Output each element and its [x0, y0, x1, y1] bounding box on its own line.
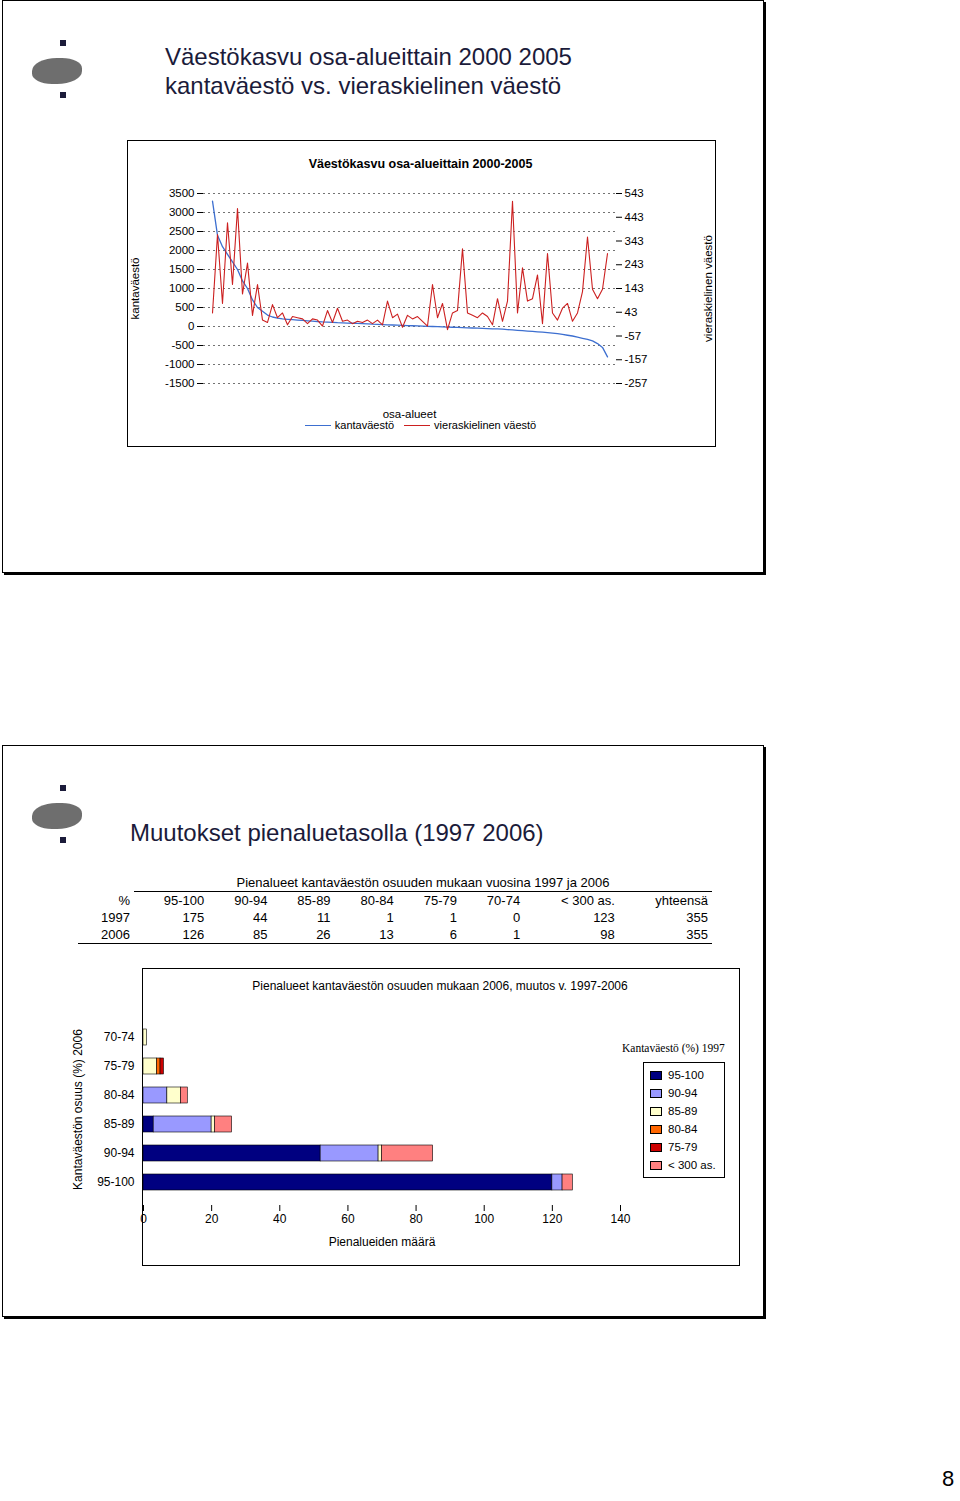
html-text:kantaväestö: kantaväestö	[334, 419, 395, 431]
html-text:6: 6	[449, 927, 457, 942]
svg-text:60: 60	[341, 1212, 355, 1226]
svg-text:95-100: 95-100	[97, 1175, 135, 1189]
html-text:< 300 as.: < 300 as.	[561, 893, 615, 908]
svg-text:osa-alueet: osa-alueet	[383, 408, 438, 420]
svg-text:90-94: 90-94	[104, 1146, 135, 1160]
svg-text:80-84: 80-84	[104, 1088, 135, 1102]
svg-text:-157: -157	[625, 353, 648, 365]
svg-text:-500: -500	[171, 339, 194, 351]
svg-text:43: 43	[625, 306, 638, 318]
svg-text:0: 0	[188, 320, 194, 332]
html-text:13: 13	[379, 927, 394, 942]
html-text:123: 123	[593, 910, 615, 925]
html-text:Pienalueet kantaväestön osuude: Pienalueet kantaväestön osuuden mukaan v…	[236, 875, 610, 890]
html-text:1: 1	[449, 910, 457, 925]
svg-text:443: 443	[625, 211, 644, 223]
svg-text:85-89: 85-89	[104, 1117, 135, 1131]
svg-text:1000: 1000	[169, 282, 195, 294]
html-text:95-100: 95-100	[163, 893, 205, 908]
svg-text:2000: 2000	[169, 244, 195, 256]
html-text:80-84: 80-84	[360, 893, 394, 908]
html-text:11: 11	[317, 910, 331, 925]
html-text:85-89: 85-89	[668, 1105, 698, 1117]
svg-text:0: 0	[140, 1212, 147, 1226]
html-text:vieraskielinen väestö: vieraskielinen väestö	[434, 419, 537, 431]
html-text:8: 8	[942, 1466, 955, 1491]
html-text:90-94: 90-94	[234, 893, 268, 908]
svg-text:40: 40	[273, 1212, 287, 1226]
html-text:355: 355	[686, 927, 708, 942]
svg-text:2500: 2500	[169, 225, 195, 237]
html-text:< 300 as.: < 300 as.	[668, 1159, 716, 1171]
svg-text:Kantaväestön osuus (%) 2006: Kantaväestön osuus (%) 2006	[71, 1029, 85, 1190]
svg-text:70-74: 70-74	[104, 1030, 135, 1044]
html-text:26: 26	[316, 927, 331, 942]
svg-text:20: 20	[205, 1212, 219, 1226]
html-text:126: 126	[182, 927, 205, 942]
html-text:kantaväestö vs. vieraskielinen: kantaväestö vs. vieraskielinen väestö	[165, 72, 562, 99]
svg-text:Pienalueiden määrä: Pienalueiden määrä	[329, 1235, 436, 1249]
html-text:Muutokset pienaluetasolla (199: Muutokset pienaluetasolla (1997 2006)	[130, 819, 544, 846]
svg-text:543: 543	[625, 187, 644, 199]
svg-text:-57: -57	[625, 330, 642, 342]
svg-text:80: 80	[409, 1212, 423, 1226]
html-text:95-100: 95-100	[668, 1069, 704, 1081]
html-text:355: 355	[686, 910, 708, 925]
svg-text:-257: -257	[625, 377, 648, 389]
html-text:1: 1	[512, 927, 521, 942]
svg-text:500: 500	[175, 301, 194, 313]
svg-text:3000: 3000	[169, 206, 195, 218]
html-text:85-89: 85-89	[297, 893, 331, 908]
svg-text:vieraskielinen väestö: vieraskielinen väestö	[702, 235, 714, 342]
html-text:0: 0	[512, 910, 521, 925]
html-text:98: 98	[600, 927, 615, 942]
svg-text:140: 140	[610, 1212, 630, 1226]
html-text:Väestökasvu osa-alueittain 200: Väestökasvu osa-alueittain 2000-2005	[308, 157, 533, 171]
svg-text:1500: 1500	[169, 263, 195, 275]
html-text:75-79: 75-79	[423, 893, 457, 908]
html-text:75-79: 75-79	[668, 1141, 698, 1153]
svg-text:120: 120	[542, 1212, 562, 1226]
svg-text:kantaväestö: kantaväestö	[129, 257, 141, 319]
svg-text:3500: 3500	[169, 187, 195, 199]
html-text:175: 175	[182, 910, 205, 925]
html-text:85: 85	[253, 927, 268, 942]
svg-text:143: 143	[625, 282, 644, 294]
html-text:Kantaväestö (%) 1997: Kantaväestö (%) 1997	[622, 1042, 725, 1054]
html-text:90-94: 90-94	[668, 1087, 698, 1099]
html-text:Väestökasvu osa-alueittain 200: Väestökasvu osa-alueittain 2000 2005	[165, 43, 572, 70]
html-text:yhteensä: yhteensä	[655, 893, 708, 908]
svg-text:100: 100	[474, 1212, 494, 1226]
svg-text:75-79: 75-79	[104, 1059, 135, 1073]
svg-text:243: 243	[625, 258, 644, 270]
svg-text:343: 343	[625, 235, 644, 247]
html-text:2006: 2006	[101, 927, 130, 942]
html-text:Pienalueet kantaväestön osuude: Pienalueet kantaväestön osuuden mukaan 2…	[252, 979, 628, 993]
svg-text:-1000: -1000	[165, 358, 194, 370]
html-text:1: 1	[386, 910, 394, 925]
html-text:70-74: 70-74	[486, 893, 521, 908]
html-text:1997: 1997	[101, 910, 130, 925]
svg-text:-1500: -1500	[165, 377, 194, 389]
html-text:44: 44	[253, 910, 268, 925]
html-text:80-84: 80-84	[668, 1123, 698, 1135]
